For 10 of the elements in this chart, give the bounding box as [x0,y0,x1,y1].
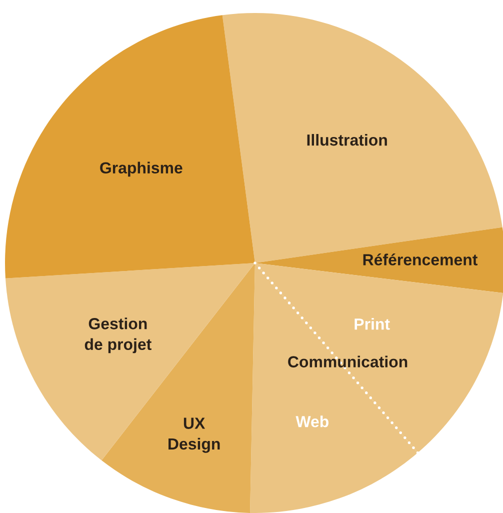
pie-slice [5,15,255,278]
slice-label: Graphisme [100,162,182,177]
pie-slice [255,227,503,294]
text: Communication [288,356,408,368]
slice-label: Print [354,318,390,330]
slice-label: UX Design [168,418,220,453]
slice-label: Illustration [307,134,387,146]
slice-label: Référencement [363,254,478,266]
slice-label: Gestion de projet [84,318,152,354]
slice-label: Web [296,416,328,428]
